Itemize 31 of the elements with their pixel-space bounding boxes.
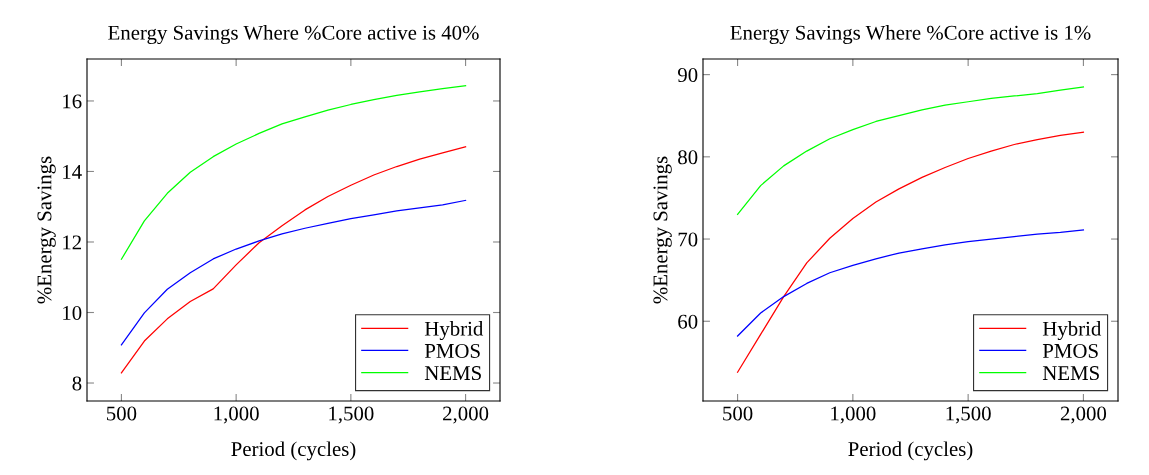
y-tick-label: 14 [63,164,82,179]
y-tick-label: 16 [63,94,82,109]
x-tick-label: 500 [723,406,753,421]
x-axis-title: Period (cycles) [231,441,356,461]
y-tick-label: 80 [678,150,698,165]
line-series [736,86,1085,216]
x-axis-title: Period (cycles) [848,441,973,461]
x-tick-label: 2,000 [1060,406,1107,424]
legend-label: PMOS [1042,343,1098,358]
y-tick-label: 8 [72,376,82,391]
y-tick-label: 90 [677,67,698,83]
chart-title: Energy Savings Where %Core active is 40% [108,25,479,45]
y-axis-title: %Energy Savings [653,156,672,304]
x-tick-label: 1,000 [214,406,259,424]
y-tick-label: 60 [678,314,698,329]
x-tick-label: 500 [107,406,137,421]
chart-title: Energy Savings Where %Core active is 1% [730,25,1091,45]
legend-label: NEMS [1042,366,1099,381]
legend-label: Hybrid [424,321,484,341]
x-tick-label: 1,500 [946,406,991,424]
x-tick-label: 2,000 [443,406,489,424]
legend-label: PMOS [424,343,480,358]
x-tick-label: 1,000 [831,406,876,424]
x-tick-label: 1,500 [329,406,374,424]
y-axis-title: %Energy Savings [37,156,56,304]
y-tick-label: 12 [63,235,81,250]
y-tick-label: 70 [678,232,698,247]
legend-label: Hybrid [1042,321,1102,341]
legend-label: NEMS [424,366,481,381]
line-series [120,85,467,260]
y-tick-label: 10 [63,305,82,320]
